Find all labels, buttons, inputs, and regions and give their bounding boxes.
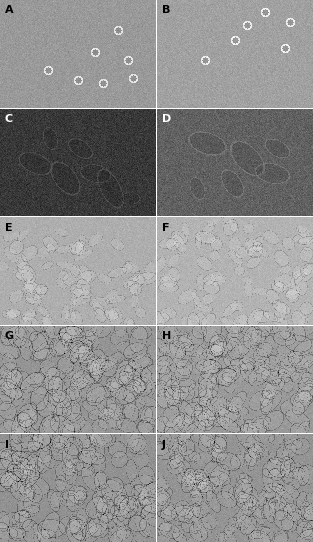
Text: G: G bbox=[5, 331, 14, 341]
Text: D: D bbox=[162, 114, 171, 124]
Text: I: I bbox=[5, 440, 9, 450]
Text: B: B bbox=[162, 5, 170, 15]
Text: J: J bbox=[162, 440, 166, 450]
Text: C: C bbox=[5, 114, 13, 124]
Text: A: A bbox=[5, 5, 13, 15]
Text: E: E bbox=[5, 223, 12, 233]
Text: F: F bbox=[162, 223, 169, 233]
Text: H: H bbox=[162, 331, 171, 341]
